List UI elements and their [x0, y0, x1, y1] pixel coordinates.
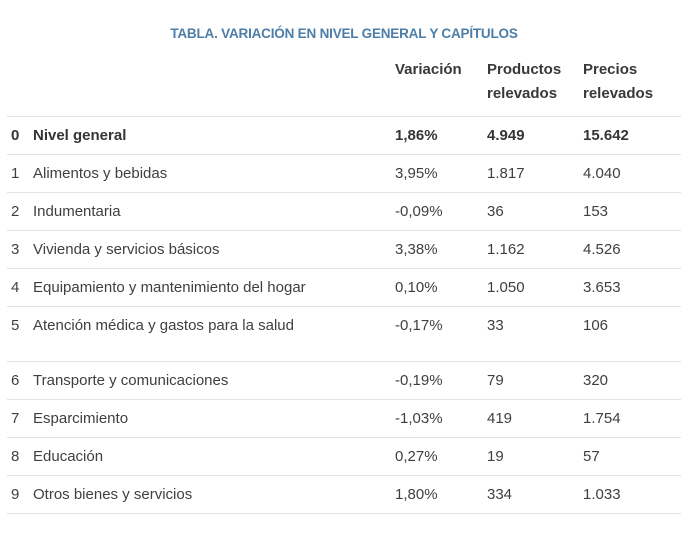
- header-productos-relevados: Productos relevados: [487, 61, 562, 102]
- row-precios-value: 1.033: [583, 486, 621, 503]
- variation-table: Variación Productos relevados Precios re…: [7, 58, 681, 514]
- row-index: 0: [11, 127, 20, 144]
- row-variacion-value: -1,03%: [395, 410, 443, 427]
- row-productos-value: 33: [487, 317, 504, 334]
- table-row: 0 Nivel general 1,86% 4.949 15.642: [7, 116, 681, 155]
- row-variacion-value: 0,10%: [395, 279, 438, 296]
- row-precios-value: 4.040: [583, 165, 621, 182]
- row-category-label: Indumentaria: [33, 203, 121, 220]
- row-category-label: Vivienda y servicios básicos: [33, 241, 220, 258]
- table-row: 7 Esparcimiento -1,03% 419 1.754: [7, 399, 681, 438]
- row-index: 9: [11, 486, 20, 503]
- row-productos-value: 1.817: [487, 165, 525, 182]
- row-productos-value: 1.162: [487, 241, 525, 258]
- row-index: 6: [11, 372, 20, 389]
- row-productos-value: 19: [487, 448, 504, 465]
- row-precios-value: 4.526: [583, 241, 621, 258]
- row-precios-value: 57: [583, 448, 600, 465]
- table-row: 2 Indumentaria -0,09% 36 153: [7, 192, 681, 231]
- table-body: 0 Nivel general 1,86% 4.949 15.642 1 Ali…: [7, 116, 681, 514]
- row-category-label: Otros bienes y servicios: [33, 486, 193, 503]
- row-precios-value: 1.754: [583, 410, 621, 427]
- row-variacion-value: 3,38%: [395, 241, 438, 258]
- group-spacer-row: [7, 344, 681, 362]
- table-header: Variación Productos relevados Precios re…: [7, 58, 681, 117]
- table-row: 9 Otros bienes y servicios 1,80% 334 1.0…: [7, 475, 681, 514]
- row-variacion-value: 3,95%: [395, 165, 438, 182]
- row-variacion-value: 1,80%: [395, 486, 438, 503]
- row-precios-value: 3.653: [583, 279, 621, 296]
- row-productos-value: 79: [487, 372, 504, 389]
- row-index: 5: [11, 317, 20, 334]
- row-category-label: Esparcimiento: [33, 410, 129, 427]
- row-category-label: Transporte y comunicaciones: [33, 372, 229, 389]
- row-variacion-value: -0,17%: [395, 317, 443, 334]
- row-productos-value: 36: [487, 203, 504, 220]
- row-variacion-value: -0,09%: [395, 203, 443, 220]
- row-variacion-value: 1,86%: [395, 127, 438, 144]
- row-category-label: Equipamiento y mantenimiento del hogar: [33, 279, 306, 296]
- row-precios-value: 15.642: [583, 127, 629, 144]
- table-row: 4 Equipamiento y mantenimiento del hogar…: [7, 268, 681, 307]
- row-index: 1: [11, 165, 20, 182]
- row-precios-value: 153: [583, 203, 609, 220]
- row-index: 3: [11, 241, 20, 258]
- row-variacion-value: -0,19%: [395, 372, 443, 389]
- header-category-blank: [33, 58, 395, 117]
- row-precios-value: 320: [583, 372, 609, 389]
- header-index-blank: [7, 58, 33, 117]
- table-title: TABLA. VARIACIÓN EN NIVEL GENERAL Y CAPÍ…: [170, 26, 518, 41]
- page: TABLA. VARIACIÓN EN NIVEL GENERAL Y CAPÍ…: [0, 26, 688, 514]
- row-index: 4: [11, 279, 20, 296]
- table-row: 1 Alimentos y bebidas 3,95% 1.817 4.040: [7, 154, 681, 193]
- row-variacion-value: 0,27%: [395, 448, 438, 465]
- header-precios-relevados: Precios relevados: [583, 61, 654, 102]
- row-category-label: Nivel general: [33, 127, 127, 144]
- row-category-label: Alimentos y bebidas: [33, 165, 168, 182]
- table-row: 6 Transporte y comunicaciones -0,19% 79 …: [7, 361, 681, 400]
- table-row: 5 Atención médica y gastos para la salud…: [7, 306, 681, 345]
- row-index: 7: [11, 410, 20, 427]
- row-index: 2: [11, 203, 20, 220]
- row-productos-value: 334: [487, 486, 513, 503]
- row-category-label: Educación: [33, 448, 104, 465]
- row-productos-value: 1.050: [487, 279, 525, 296]
- row-category-label: Atención médica y gastos para la salud: [33, 317, 294, 334]
- row-productos-value: 4.949: [487, 127, 525, 144]
- row-productos-value: 419: [487, 410, 513, 427]
- header-variacion: Variación: [395, 61, 462, 78]
- row-index: 8: [11, 448, 20, 465]
- row-precios-value: 106: [583, 317, 609, 334]
- table-row: 3 Vivienda y servicios básicos 3,38% 1.1…: [7, 230, 681, 269]
- table-row: 8 Educación 0,27% 19 57: [7, 437, 681, 476]
